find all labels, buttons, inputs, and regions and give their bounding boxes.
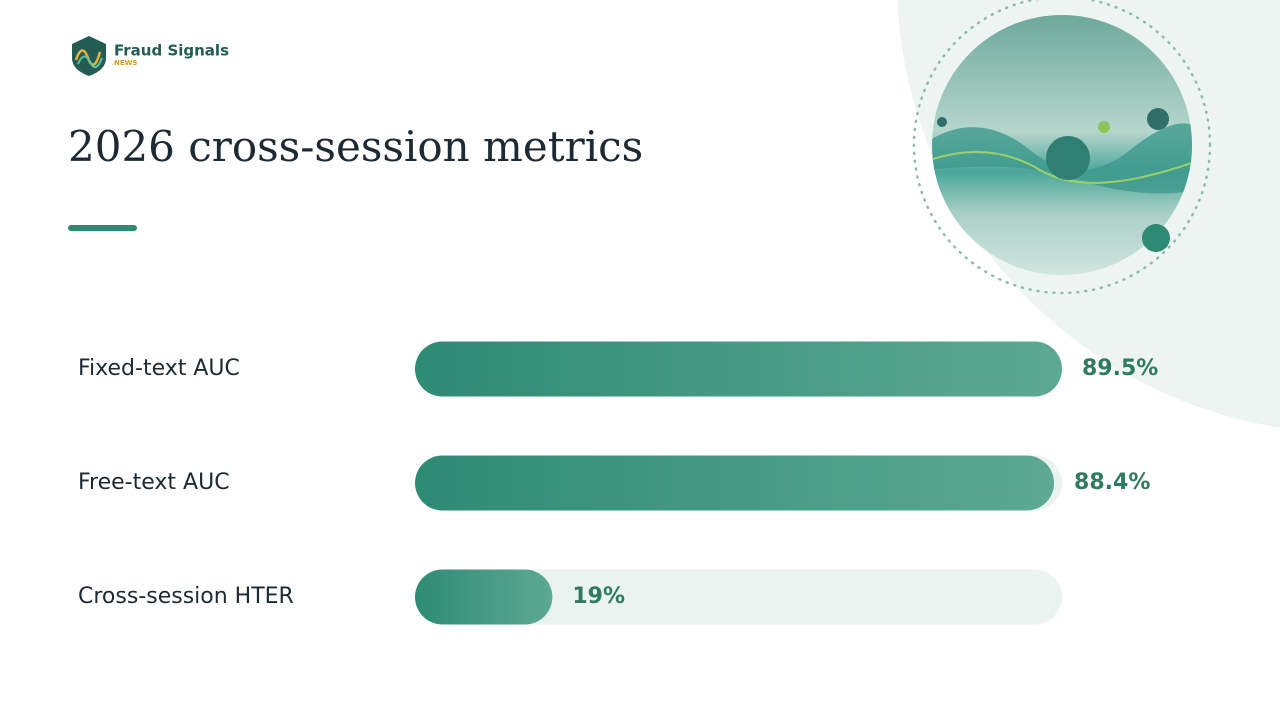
category-label: Fixed-text AUC	[78, 356, 240, 381]
value-label: 19%	[572, 584, 625, 609]
bar	[415, 341, 1062, 397]
bar-track	[415, 569, 1062, 625]
category-label: Cross-session HTER	[78, 584, 294, 609]
bar	[415, 455, 1055, 511]
chart-title: 2026 cross-session metrics	[68, 122, 643, 171]
value-label: 89.5%	[1082, 356, 1158, 381]
logo	[72, 36, 106, 76]
dotted-ring	[912, 0, 1212, 295]
title-accent	[68, 225, 137, 231]
value-label: 88.4%	[1074, 470, 1150, 495]
brand-tagline: NEWS	[114, 59, 137, 67]
category-label: Free-text AUC	[78, 470, 230, 495]
accent-dot	[1142, 224, 1170, 252]
brand-name: Fraud Signals	[114, 42, 229, 60]
bar	[415, 569, 553, 625]
